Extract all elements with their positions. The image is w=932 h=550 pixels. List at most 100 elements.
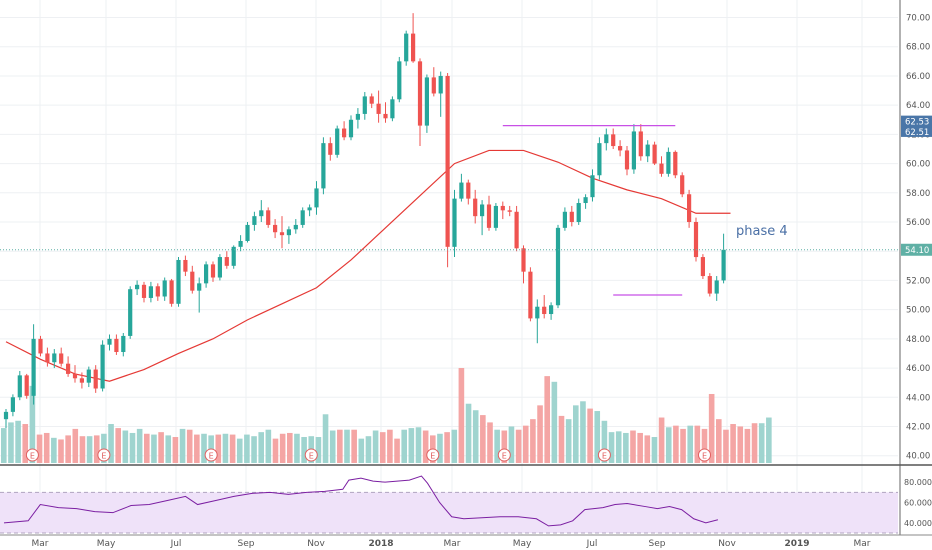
candle-body [190, 271, 195, 291]
volume-bar [716, 419, 722, 463]
candle-body [624, 150, 630, 170]
candle-body [342, 128, 347, 138]
candle-body [438, 75, 443, 94]
x-tick-label: Jul [170, 539, 182, 549]
earnings-marker [597, 448, 611, 462]
price-tick-label: 50.00 [906, 306, 930, 316]
candle-body [176, 259, 181, 304]
candle-body [314, 188, 319, 208]
candle-body [611, 134, 616, 147]
price-tag [901, 115, 932, 127]
candle-body [238, 240, 243, 247]
volume-bar [487, 422, 493, 463]
volume-bar [730, 424, 736, 463]
last-price-label: 54.10 [905, 246, 929, 256]
volume-bar [558, 415, 565, 463]
x-tick-label: Mar [444, 539, 461, 549]
volume-bar [508, 426, 515, 463]
x-tick-label: Sep [238, 539, 255, 549]
candle-body [673, 151, 678, 176]
price-tick-label: 60.00 [906, 160, 930, 170]
volume-bar [701, 428, 708, 463]
volume-bars [1, 368, 772, 463]
volume-bar [665, 427, 672, 463]
volume-bar [272, 438, 279, 463]
candle-body [52, 353, 57, 363]
price-candles [3, 13, 726, 428]
last-price-tag [901, 243, 932, 256]
volume-bar [544, 376, 550, 463]
candle-body [114, 338, 119, 352]
candle-body [3, 411, 9, 420]
volume-bar [72, 428, 79, 463]
x-tick-label: 2018 [368, 539, 393, 549]
candle-body [162, 280, 167, 297]
candle-body [514, 211, 519, 249]
volume-bar [458, 368, 465, 463]
candle-body [59, 353, 64, 364]
rsi-tick-label: 80.0000 [904, 478, 932, 487]
volume-bar [658, 417, 665, 463]
candle-body [397, 61, 402, 100]
rsi-tick-label: 40.0000 [904, 519, 932, 528]
candle-body [217, 257, 222, 278]
volume-bar [279, 433, 286, 463]
volume-bar [465, 403, 472, 463]
volume-bar [22, 424, 29, 463]
candle-body [321, 143, 326, 189]
earnings-label: E [702, 452, 707, 461]
candle-body [328, 143, 333, 155]
volume-bar [194, 434, 200, 463]
candle-body [507, 210, 512, 212]
volume-bar [415, 427, 422, 463]
volume-bar [587, 408, 593, 463]
volume-bar [351, 429, 357, 463]
volume-bar [329, 430, 336, 463]
earnings-label: E [209, 452, 214, 461]
candle-body [417, 61, 423, 126]
volume-bar [408, 428, 415, 463]
volume-bar [115, 428, 121, 463]
candle-body [528, 271, 533, 319]
price-tick-label: 56.00 [906, 218, 930, 228]
volume-bar [594, 411, 601, 463]
x-tick-label: 2019 [784, 539, 809, 549]
volume-bar [744, 428, 751, 463]
candle-body [376, 103, 381, 114]
candle-body [404, 33, 409, 62]
volume-bar [644, 435, 651, 463]
volume-bar [522, 425, 529, 463]
candle-body [473, 198, 478, 217]
candle-body [107, 338, 112, 345]
candle-body [645, 144, 650, 157]
volume-bar [172, 437, 179, 463]
candle-body [486, 204, 492, 228]
x-tick-label: May [97, 539, 116, 549]
x-tick-label: Jul [586, 539, 598, 549]
candle-body [680, 175, 685, 195]
earnings-label: E [602, 452, 607, 461]
volume-bar [344, 429, 350, 463]
volume-bar [186, 429, 193, 463]
candle-body [693, 222, 699, 258]
candle-body [38, 338, 43, 354]
volume-bar [236, 438, 243, 463]
candle-body [273, 224, 278, 233]
volume-bar [758, 423, 765, 463]
candle-body [521, 248, 526, 272]
price-tick-label: 58.00 [906, 189, 930, 199]
candle-body [197, 283, 202, 291]
volume-bar [680, 428, 686, 463]
volume-bar [387, 429, 393, 463]
price-tag-label: 62.53 [905, 118, 929, 128]
volume-bar [565, 419, 572, 463]
candle-body [652, 144, 657, 164]
candle-body [128, 289, 133, 336]
candle-body [714, 280, 719, 294]
candle-body [286, 229, 291, 236]
earnings-marker [426, 448, 440, 462]
moving-average-path [5, 149, 731, 382]
candle-body [335, 128, 340, 155]
volume-bar [608, 432, 615, 463]
